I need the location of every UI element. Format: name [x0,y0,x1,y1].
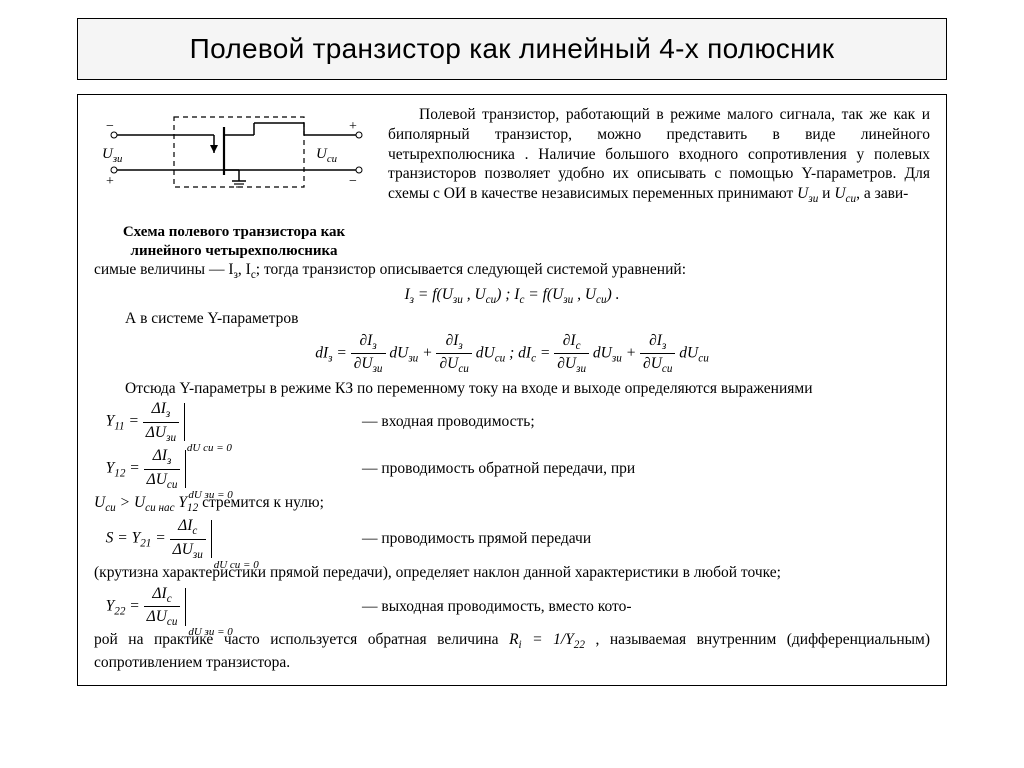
svg-text:−: − [106,119,114,134]
right-port-label: Uси [316,145,337,167]
y11-row: Y11 = ΔIзΔUзи dU си = 0 — входная провод… [94,399,930,445]
page-title: Полевой транзистор как линейный 4-х полю… [90,33,934,65]
svg-text:+: + [106,174,114,189]
schematic-caption: Схема полевого транзистора как линейного… [94,223,374,261]
title-box: Полевой транзистор как линейный 4-х полю… [77,18,947,80]
schematic-block: − + + − Uзи Uси Схема полевого транзисто… [94,105,384,260]
top-row: − + + − Uзи Uси Схема полевого транзисто… [94,105,930,260]
intro-paragraph: Полевой транзистор, работающий в режиме … [384,105,930,207]
svg-text:−: − [349,174,357,189]
equation-system: Iз = f(Uзи , Uси) ; Iс = f(Uзи , Uси) . [94,285,930,307]
content-box: − + + − Uзи Uси Схема полевого транзисто… [77,94,947,686]
equation-differential: dIз = ∂Iз∂Uзи dUзи + ∂Iз∂Uси dUси ; dIс … [94,331,930,377]
document-page: Полевой транзистор как линейный 4-х полю… [0,0,1024,768]
body-line-1: симые величины — Iз, Iс; тогда транзисто… [94,260,930,282]
svg-text:+: + [349,119,357,134]
left-port-label: Uзи [102,145,122,167]
body-line-2: А в системе Y-параметров [94,309,930,329]
y21-row: S = Y21 = ΔIсΔUзи dU си = 0 — проводимос… [94,516,930,562]
body-line-3: Отсюда Y-параметры в режиме КЗ по переме… [94,379,930,399]
y22-row: Y22 = ΔIсΔUси dU зи = 0 — выходная прово… [94,584,930,630]
